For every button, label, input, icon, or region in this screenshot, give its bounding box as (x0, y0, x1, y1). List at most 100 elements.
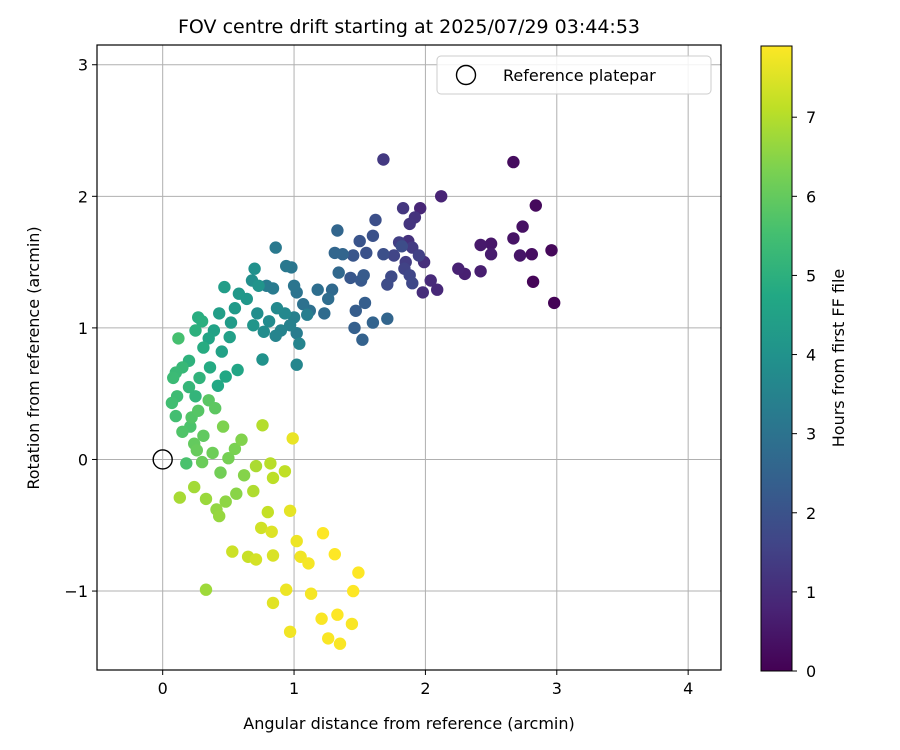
data-point (315, 612, 328, 625)
data-point (290, 534, 303, 548)
data-point (377, 248, 390, 261)
data-point (513, 249, 527, 262)
data-point (192, 404, 205, 417)
colorbar-tick-label: 3 (806, 425, 816, 444)
data-point (349, 304, 362, 317)
data-point (311, 283, 324, 296)
data-point (316, 527, 330, 540)
data-point (322, 632, 335, 645)
data-point (435, 190, 448, 203)
data-point (548, 296, 561, 310)
data-point (484, 248, 498, 261)
y-tick-label: 0 (78, 450, 88, 469)
data-point (525, 248, 538, 261)
data-point (247, 484, 260, 498)
data-point (416, 286, 429, 299)
data-point (189, 390, 202, 403)
data-point (188, 480, 201, 494)
data-point (328, 548, 341, 561)
data-point (529, 199, 542, 212)
data-point (165, 396, 179, 410)
data-point (252, 279, 265, 292)
data-point (357, 269, 370, 282)
data-point (195, 455, 209, 469)
data-point (280, 259, 293, 273)
data-point (190, 444, 203, 457)
data-point (318, 307, 331, 320)
data-point (172, 332, 185, 345)
data-point (173, 491, 186, 504)
data-point (248, 262, 261, 275)
reference-point-marker (152, 449, 173, 470)
colorbar-tick-label: 4 (806, 346, 816, 365)
data-point (526, 275, 540, 288)
y-axis-label: Rotation from reference (arcmin) (24, 226, 43, 489)
data-point (228, 302, 242, 315)
data-point (366, 229, 380, 242)
data-point (381, 312, 394, 325)
data-point (209, 402, 222, 415)
data-point (199, 583, 213, 596)
y-tick-label: 1 (78, 319, 88, 338)
data-point (189, 324, 202, 337)
data-point (304, 587, 318, 600)
x-tick-label: 0 (158, 679, 168, 698)
data-point (202, 332, 215, 345)
reference-point (152, 449, 173, 470)
data-point (266, 471, 280, 485)
data-point (328, 246, 341, 260)
data-point (265, 525, 278, 538)
data-point (403, 217, 416, 231)
data-point (331, 224, 344, 237)
colorbar-tick-label: 1 (806, 583, 816, 602)
data-point (302, 557, 315, 570)
data-point (412, 249, 426, 262)
x-axis-label: Angular distance from reference (arcmin) (243, 714, 574, 733)
data-point (256, 353, 269, 366)
legend-entry: Reference platepar (503, 66, 656, 85)
data-point (345, 617, 359, 631)
data-point (199, 492, 213, 506)
data-point (257, 325, 270, 338)
data-point (283, 504, 297, 517)
data-point (387, 249, 401, 262)
data-point (293, 337, 306, 350)
data-point (256, 419, 269, 432)
data-point (507, 155, 520, 169)
colorbar-tick-label: 5 (806, 266, 816, 285)
data-point (222, 452, 235, 465)
data-point (301, 308, 314, 321)
data-point (215, 345, 228, 358)
data-point (358, 296, 372, 310)
data-point (283, 625, 297, 638)
data-point (262, 315, 276, 328)
legend-marker-reference-icon (455, 64, 477, 86)
data-point (452, 262, 465, 275)
data-point (213, 307, 226, 320)
data-point (347, 584, 360, 598)
data-points (165, 153, 561, 650)
data-point (356, 333, 369, 346)
data-point (228, 442, 242, 456)
data-point (249, 459, 263, 473)
data-point (235, 433, 248, 446)
data-point (396, 202, 410, 215)
data-point (197, 429, 210, 442)
x-tick-label: 2 (420, 679, 430, 698)
data-point (369, 213, 382, 227)
data-point (197, 341, 210, 354)
data-point (333, 637, 347, 650)
data-point (203, 361, 217, 374)
data-point (266, 549, 280, 562)
x-axis-ticks: 0 1 2 3 4 (158, 670, 693, 698)
data-point (381, 278, 394, 291)
data-point (347, 249, 360, 262)
data-point (331, 608, 344, 621)
data-point (406, 277, 419, 290)
data-point (219, 495, 232, 508)
data-point (414, 202, 427, 215)
colorbar-tick-label: 0 (806, 662, 816, 681)
legend-box (436, 55, 712, 95)
data-point (353, 234, 366, 248)
data-point (182, 380, 196, 394)
